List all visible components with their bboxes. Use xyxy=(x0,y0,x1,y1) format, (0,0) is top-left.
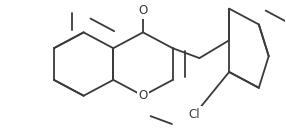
Text: Cl: Cl xyxy=(189,108,200,121)
Text: O: O xyxy=(138,4,148,17)
Text: O: O xyxy=(138,89,148,102)
